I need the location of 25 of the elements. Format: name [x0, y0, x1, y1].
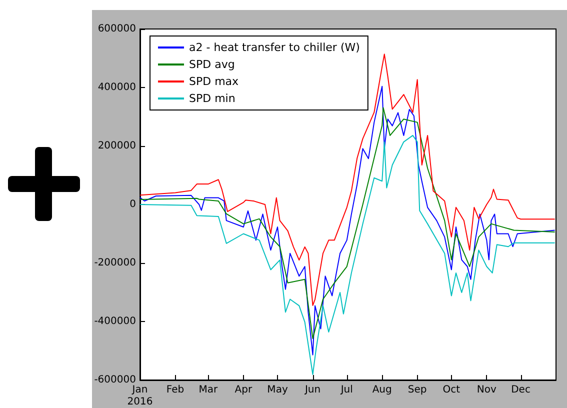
x-tick-label: Sep [408, 384, 427, 396]
x-tick-label: Aug [372, 384, 392, 396]
x-tick-label: Apr [234, 384, 253, 396]
line-series [140, 54, 556, 306]
y-tick-label: -600000 [94, 374, 136, 386]
legend-label: SPD avg [189, 58, 235, 71]
y-tick-label: -400000 [94, 316, 136, 327]
line-series [140, 134, 556, 375]
legend-label: SPD max [189, 75, 240, 88]
x-tick-label: Feb [166, 384, 184, 396]
x-tick-label: Dec [511, 384, 530, 396]
y-tick-label: -200000 [94, 258, 136, 268]
legend-label: SPD min [189, 92, 236, 105]
x-tick-label: Jan 2016 [127, 384, 153, 408]
x-tick-label: May [267, 384, 288, 396]
y-tick-label: 200000 [98, 140, 136, 152]
x-tick-label: Jun [304, 384, 321, 396]
x-tick-label: Nov [476, 384, 496, 396]
y-tick-label: 600000 [98, 24, 136, 34]
y-tick-label: 0 [130, 199, 136, 210]
y-tick-label: 400000 [98, 82, 136, 93]
legend-label: a2 - heat transfer to chiller (W) [189, 41, 360, 54]
x-tick-label: Mar [198, 384, 219, 396]
x-tick-label: Oct [442, 384, 460, 396]
x-tick-label: Jul [340, 384, 353, 396]
